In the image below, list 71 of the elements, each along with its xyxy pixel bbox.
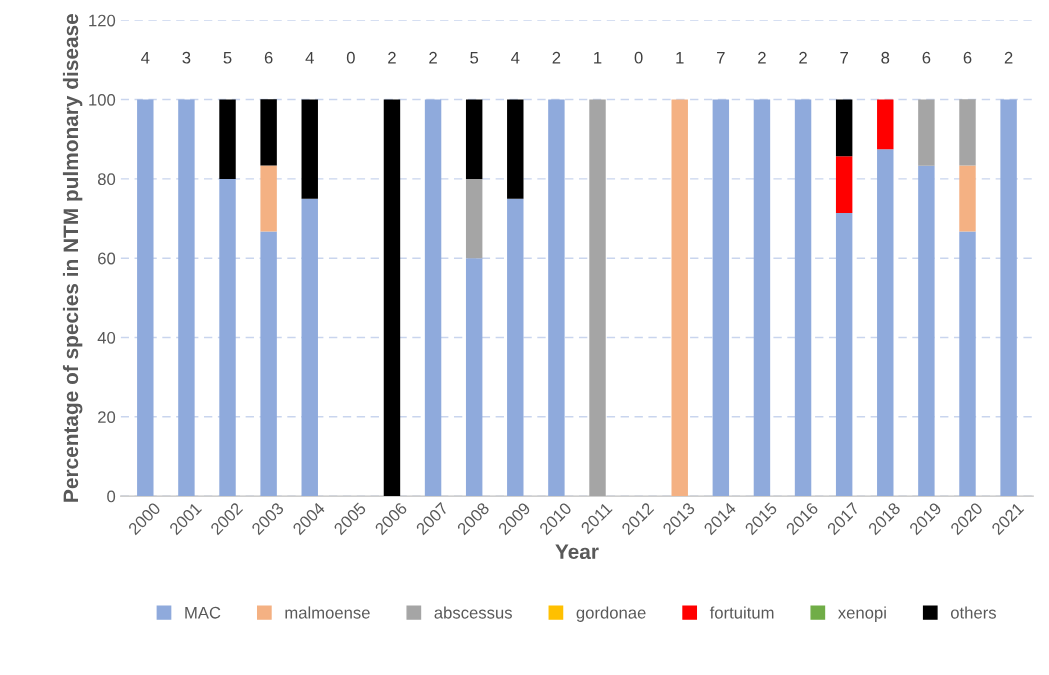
bar: [219, 178, 236, 497]
bar: [301, 198, 318, 497]
annotation: 8: [881, 51, 890, 64]
bar: [589, 99, 606, 497]
bar: [835, 156, 853, 213]
bar: [301, 99, 318, 199]
annotation: 7: [717, 51, 725, 64]
annotation: 5: [470, 51, 479, 64]
bar: [835, 99, 853, 157]
bar: [959, 99, 976, 166]
annotation: 1: [676, 51, 684, 64]
annotation: 4: [511, 51, 520, 64]
y-tick-label: 40: [97, 331, 116, 344]
bar: [794, 99, 812, 497]
bar: [548, 99, 565, 497]
bar: [671, 99, 688, 497]
y-tick-label: 100: [89, 93, 116, 106]
annotation: 4: [305, 51, 314, 64]
bar: [465, 178, 483, 259]
bar: [260, 99, 277, 166]
annotation: 0: [634, 51, 643, 64]
bar: [918, 165, 935, 497]
y-tick-label: 120: [89, 14, 116, 27]
annotation: 2: [388, 51, 396, 64]
x-axis-title: Year: [555, 544, 599, 560]
bar: [178, 99, 195, 497]
legend-label: xenopi: [838, 606, 886, 622]
bar: [465, 258, 483, 497]
legend-label: fortuitum: [709, 606, 774, 619]
annotation: 6: [922, 51, 931, 64]
annotation: 4: [141, 51, 150, 64]
bar: [219, 99, 236, 179]
annotation: 2: [799, 51, 807, 64]
bar: [712, 99, 730, 497]
y-tick-label: 60: [98, 252, 116, 265]
annotation: 3: [182, 51, 191, 64]
annotation: 2: [429, 51, 437, 64]
annotation: 2: [1004, 51, 1013, 64]
bar: [1000, 99, 1017, 497]
bar: [383, 99, 401, 497]
bar: [753, 99, 771, 497]
annotation: 2: [758, 51, 766, 64]
legend-label: malmoense: [285, 606, 370, 619]
annotation: 7: [840, 51, 848, 64]
annotation: 2: [552, 51, 561, 64]
annotation: 6: [264, 51, 273, 64]
legend-label: abscessus: [434, 606, 512, 619]
bar: [465, 99, 483, 179]
bar: [877, 149, 894, 497]
bar: [959, 165, 976, 232]
annotation: 6: [963, 51, 972, 64]
bar: [260, 165, 277, 232]
bar: [507, 99, 524, 199]
y-tick-label: 80: [97, 173, 116, 186]
annotation: 5: [223, 51, 232, 64]
y-tick-label: 20: [98, 411, 116, 424]
bar: [137, 99, 154, 497]
bar: [507, 198, 524, 497]
bar: [877, 99, 894, 150]
bar: [959, 231, 976, 497]
bar: [835, 212, 853, 497]
bar: [424, 99, 442, 497]
bar: [260, 231, 277, 497]
legend-label: others: [950, 606, 996, 619]
legend-label: MAC: [185, 606, 221, 619]
bar: [918, 99, 935, 166]
y-tick-label: 0: [107, 490, 116, 503]
legend-label: gordonae: [576, 606, 646, 622]
annotation: 1: [594, 51, 602, 64]
y-axis-title: Percentage of species in NTM pulmonary disease: [62, 14, 83, 502]
annotation: 0: [346, 51, 355, 64]
